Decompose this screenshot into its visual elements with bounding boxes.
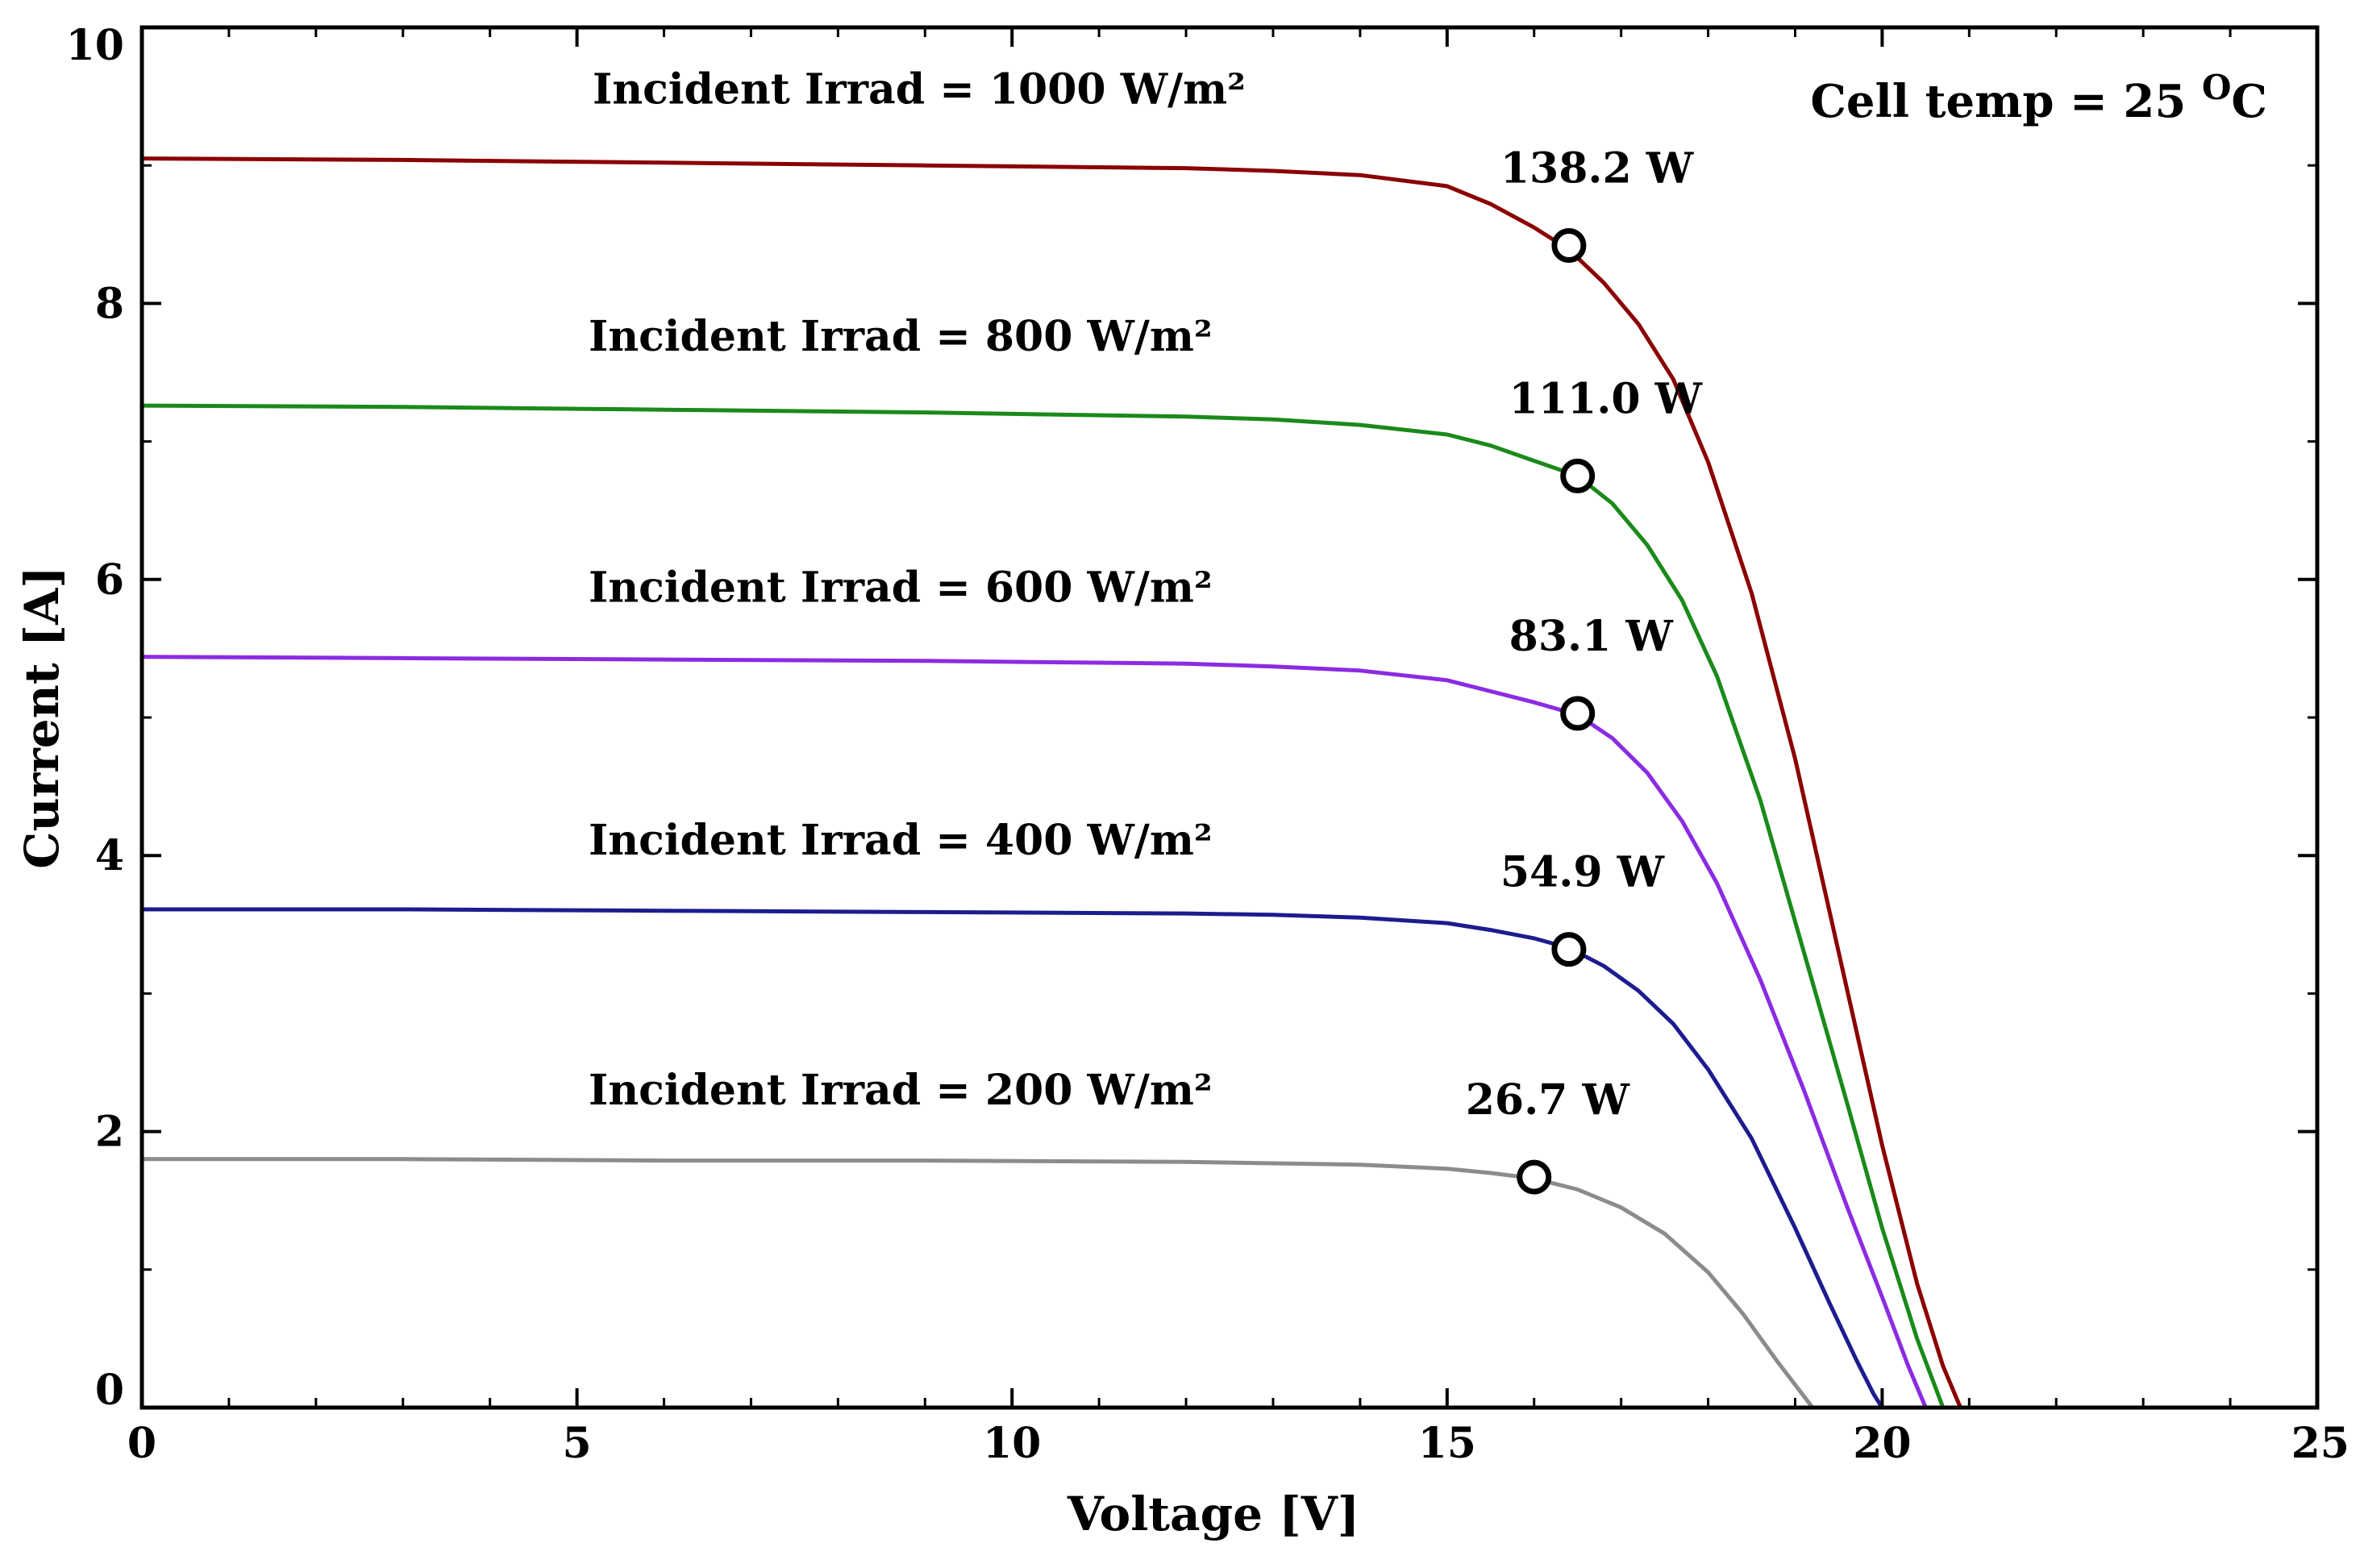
series-label: Incident Irrad = 1000 W/m²	[593, 65, 1246, 114]
mpp-label: 138.2 W	[1500, 143, 1695, 193]
mpp-label: 26.7 W	[1466, 1075, 1631, 1125]
cell-temp-annotation: Cell temp = 25 OC	[1810, 68, 2267, 128]
y-tick-label: 6	[95, 555, 124, 605]
y-tick-label: 8	[95, 279, 124, 328]
mpp-labels: 138.2 W 111.0 W 83.1 W 54.9 W 26.7 W	[1466, 143, 1704, 1125]
x-tick-label: 10	[983, 1419, 1041, 1468]
x-tick-label: 25	[2291, 1419, 2349, 1468]
mpp-marker	[1560, 458, 1596, 493]
x-tick-label: 0	[127, 1419, 156, 1468]
mpp-marker	[1551, 932, 1587, 967]
y-tick-label: 0	[95, 1366, 124, 1415]
y-axis-label: Current [A]	[15, 566, 69, 868]
cell-temp-unit: C	[2231, 75, 2267, 128]
plot-frame	[139, 25, 2320, 1410]
x-tick-label: 5	[563, 1419, 592, 1468]
x-tick-label: 20	[1853, 1419, 1911, 1468]
x-axis-label: Voltage [V]	[1067, 1487, 1359, 1541]
cell-temp-text: Cell temp = 25	[1810, 75, 2202, 128]
mpp-label: 83.1 W	[1509, 612, 1675, 661]
cell-temp-superscript: O	[2202, 68, 2232, 107]
mpp-markers	[1517, 227, 1596, 1195]
series-label: Incident Irrad = 400 W/m²	[589, 816, 1213, 865]
series-line	[141, 156, 1962, 1408]
y-tick-label: 2	[95, 1108, 124, 1157]
series-label: Incident Irrad = 600 W/m²	[589, 564, 1213, 613]
mpp-marker	[1517, 1159, 1552, 1195]
series-label: Incident Irrad = 200 W/m²	[589, 1066, 1213, 1115]
series-line	[141, 403, 1946, 1408]
x-tick-label: 15	[1418, 1419, 1476, 1468]
mpp-marker	[1551, 227, 1587, 263]
series-line	[141, 655, 1928, 1408]
series-labels: Incident Irrad = 1000 W/m² Incident Irrad…	[589, 65, 1246, 1115]
mpp-marker	[1560, 696, 1596, 731]
mpp-label: 111.0 W	[1509, 374, 1704, 423]
y-tick-label: 4	[95, 831, 124, 880]
series-label: Incident Irrad = 800 W/m²	[589, 312, 1213, 361]
y-tick-label: 10	[66, 21, 124, 70]
mpp-label: 54.9 W	[1500, 848, 1666, 897]
series-line	[142, 1157, 1815, 1409]
axis-ticks: 0 5 10 15 20 25 0 2 4 6 8 10	[66, 21, 2349, 1468]
